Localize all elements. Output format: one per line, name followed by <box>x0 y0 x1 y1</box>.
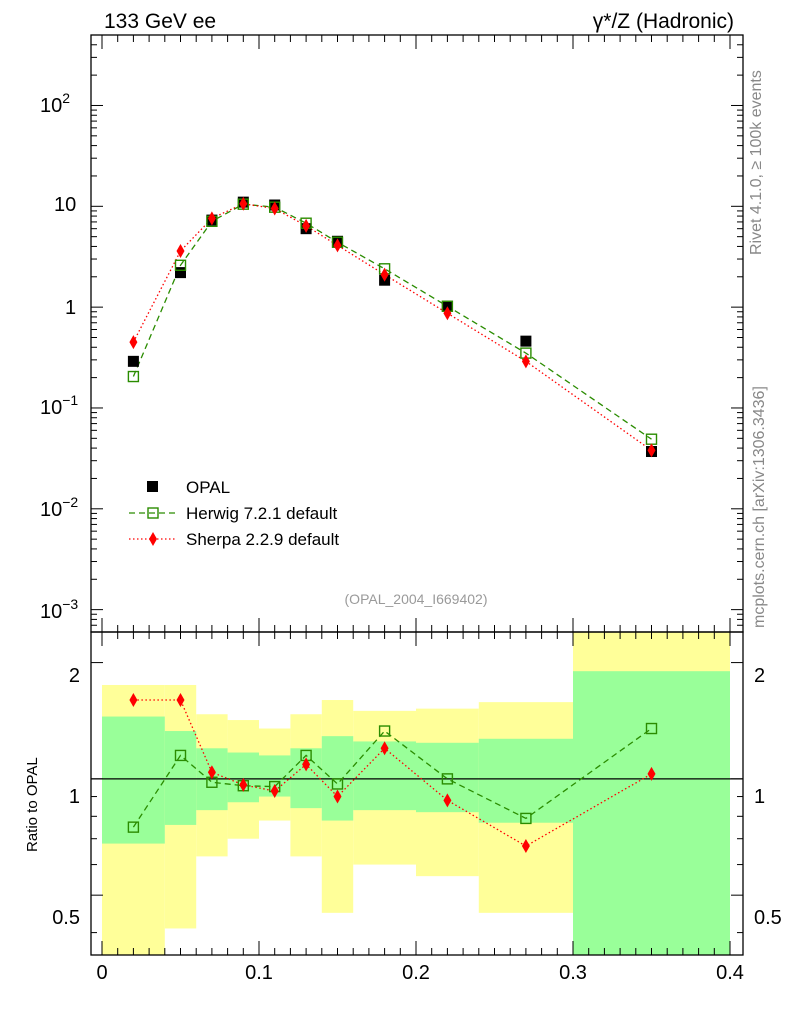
ratio-axis-label: Ratio to OPAL <box>24 757 41 852</box>
ratio-plot-frame <box>90 631 744 956</box>
y-tick-label-0.1: 10−1 <box>40 392 78 419</box>
sherpa-ratio-point <box>647 766 656 781</box>
sherpa-line <box>132 203 652 451</box>
y-tick-label-1: 1 <box>65 297 76 319</box>
herwig-ratio-point <box>441 773 454 785</box>
herwig-ratio-point <box>174 749 187 762</box>
x-tick-label-0.2: 0.2 <box>402 962 430 984</box>
series-lines <box>132 203 652 451</box>
ratio-tick-label-0.5-right: 0.5 <box>754 907 782 929</box>
site-label: mcplots.cern.ch [arXiv:1306.3436] <box>751 386 768 628</box>
legend: OPAL Herwig 7.2.1 default Sherpa 2.2.9 d… <box>129 478 339 549</box>
ratio-band-inner <box>164 731 197 825</box>
sherpa-point <box>647 443 656 458</box>
ratio-band-inner <box>102 716 165 844</box>
axis-ticks <box>91 34 743 955</box>
sherpa-point <box>239 196 248 211</box>
sherpa-ratio-point <box>270 784 279 799</box>
sherpa-ratio-point <box>443 793 452 808</box>
y-tick-label-0.01: 10−2 <box>40 494 78 521</box>
legend-opal-label: OPAL <box>186 478 230 497</box>
legend-herwig-label: Herwig 7.2.1 default <box>186 504 337 523</box>
ratio-tick-label-0.5: 0.5 <box>52 907 80 929</box>
opal-point <box>127 355 139 367</box>
legend-opal-marker <box>147 481 158 492</box>
x-tick-label-0.3: 0.3 <box>559 962 587 984</box>
sherpa-ratio-point <box>176 693 185 708</box>
herwig-point <box>174 259 187 271</box>
opal-point <box>520 335 532 347</box>
herwig-point <box>127 370 140 383</box>
herwig-ratio-point <box>378 725 391 737</box>
legend-sherpa-marker <box>149 532 157 546</box>
sherpa-ratio-point <box>380 741 389 756</box>
ratio-tick-label-2-right: 2 <box>754 665 765 687</box>
herwig-line <box>132 203 652 440</box>
sherpa-point <box>333 238 342 253</box>
ratio-band-inner <box>290 748 322 809</box>
y-tick-label-100: 102 <box>40 90 70 117</box>
x-tick-label-0: 0 <box>96 962 107 984</box>
ratio-band-inner <box>573 671 730 955</box>
sherpa-ratio-point <box>521 839 530 854</box>
opal-point <box>175 267 186 279</box>
sherpa-point <box>176 244 185 259</box>
sherpa-ratio-point <box>239 777 248 792</box>
sherpa-point <box>380 267 389 282</box>
sherpa-ratio-point <box>333 789 342 804</box>
series-markers <box>127 196 658 458</box>
legend-sherpa-label: Sherpa 2.2.9 default <box>186 530 339 549</box>
ratio-markers <box>127 693 658 854</box>
sherpa-ratio-point <box>302 757 311 772</box>
sherpa-ratio-point <box>129 693 138 708</box>
herwig-ratio-point <box>127 821 140 833</box>
sherpa-ratio-point <box>207 765 216 780</box>
herwig-ratio-point <box>331 778 344 790</box>
sherpa-point <box>270 201 279 216</box>
analysis-ref: (OPAL_2004_I669402) <box>345 591 488 607</box>
x-tick-label-0.1: 0.1 <box>245 962 273 984</box>
header-left: 133 GeV ee <box>104 10 216 33</box>
herwig-ratio-line <box>132 727 652 828</box>
ratio-bands <box>102 632 730 955</box>
ratio-band-inner <box>478 738 573 823</box>
ratio-band-inner <box>227 752 259 803</box>
ratio-tick-label-2: 2 <box>69 665 80 687</box>
sherpa-point <box>443 306 452 321</box>
x-tick-label-0.4: 0.4 <box>716 962 744 984</box>
y-tick-label-0.001: 10−3 <box>40 596 78 623</box>
sherpa-point <box>521 354 530 369</box>
sherpa-point <box>129 335 138 350</box>
ratio-tick-label-1-right: 1 <box>754 786 765 808</box>
header-right: γ*/Z (Hadronic) <box>593 10 734 33</box>
sherpa-point <box>207 211 216 226</box>
legend-herwig-marker <box>147 507 159 519</box>
herwig-ratio-point <box>520 812 532 825</box>
ratio-tick-label-1: 1 <box>69 786 80 808</box>
herwig-ratio-point <box>645 722 658 735</box>
rivet-label: Rivet 4.1.0, ≥ 100k events <box>748 70 765 255</box>
y-tick-label-10: 10 <box>54 194 76 216</box>
sherpa-point <box>302 218 311 233</box>
